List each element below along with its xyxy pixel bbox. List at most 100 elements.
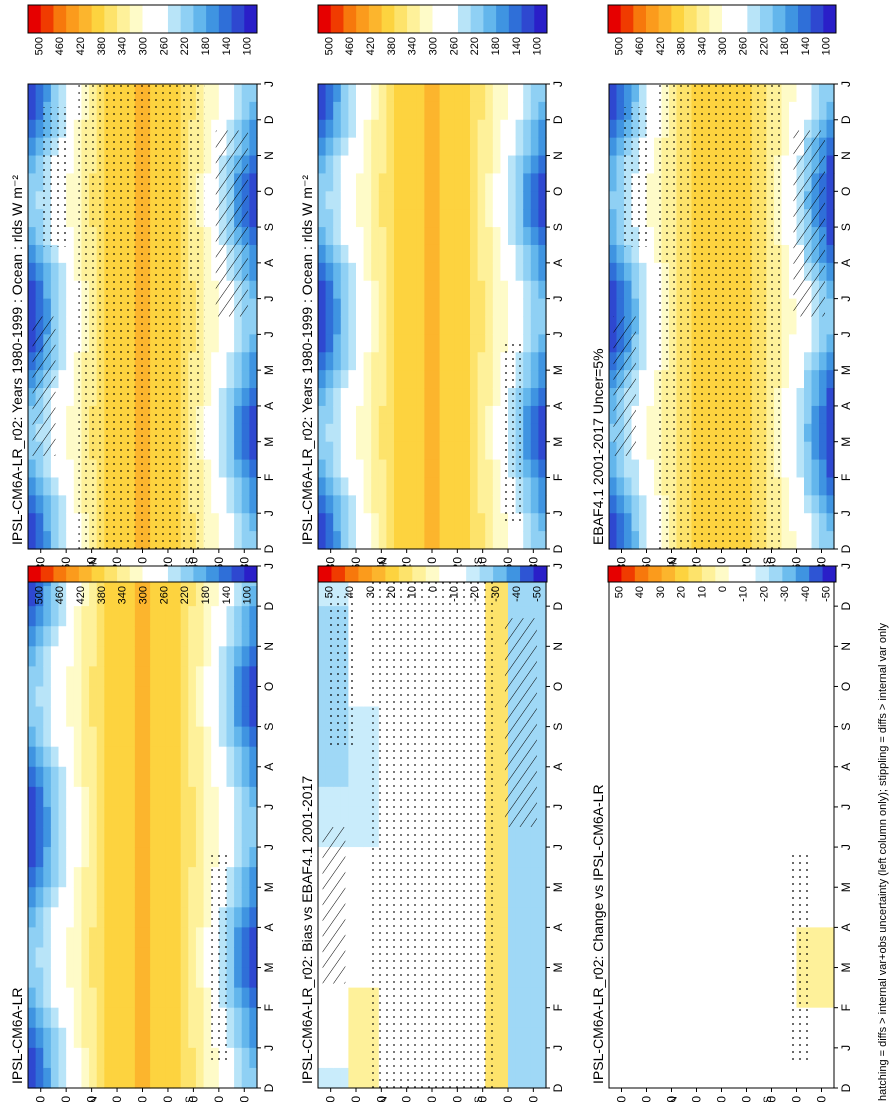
- heat-cell: [96, 746, 105, 768]
- heat-cell: [318, 137, 327, 157]
- heat-cell: [492, 766, 501, 788]
- heat-cell: [241, 495, 250, 514]
- heat-cell: [89, 1027, 98, 1049]
- heat-cell: [804, 388, 813, 407]
- heat-cell: [340, 1007, 349, 1029]
- heat-cell: [646, 987, 655, 1009]
- month-tick-label: D: [839, 544, 853, 553]
- heat-cell: [624, 847, 633, 868]
- heat-cell: [66, 370, 75, 389]
- heat-cell: [119, 847, 128, 868]
- heat-cell: [492, 298, 501, 318]
- heat-cell: [530, 586, 539, 607]
- heat-cell: [165, 746, 174, 768]
- heat-cell: [766, 887, 775, 908]
- heat-cell: [165, 987, 174, 1009]
- heat-cell: [203, 947, 212, 969]
- heat-cell: [676, 1027, 685, 1049]
- heat-cell: [646, 967, 655, 989]
- heat-cell: [669, 967, 678, 989]
- heat-cell: [180, 806, 189, 828]
- heat-cell: [684, 746, 693, 768]
- heat-cell: [234, 1047, 243, 1069]
- heat-cell: [409, 405, 418, 425]
- heat-cell: [538, 155, 547, 175]
- heat-cell: [35, 1047, 44, 1069]
- heat-cell: [523, 1027, 532, 1049]
- heat-cell: [241, 334, 250, 353]
- heat-cell: [363, 947, 372, 969]
- heat-cell: [348, 191, 357, 210]
- heat-cell: [249, 316, 258, 335]
- heat-cell: [249, 626, 258, 647]
- heat-cell: [530, 388, 539, 407]
- heat-cell: [226, 388, 235, 407]
- heat-cell: [386, 388, 395, 407]
- heat-cell: [530, 495, 539, 514]
- heat-cell: [203, 606, 212, 627]
- heat-cell: [150, 706, 159, 728]
- heat-cell: [363, 927, 372, 949]
- heat-cell: [500, 666, 509, 688]
- heat-cell: [203, 388, 212, 407]
- heat-cell: [333, 1067, 342, 1089]
- heat-cell: [35, 1007, 44, 1029]
- heat-cell: [249, 927, 258, 949]
- heat-cell: [81, 867, 90, 888]
- heat-cell: [66, 244, 75, 264]
- heat-cell: [325, 352, 334, 371]
- heat-cell: [759, 706, 768, 728]
- heat-cell: [462, 441, 471, 461]
- colorbar-swatch: [760, 5, 774, 33]
- heat-cell: [318, 626, 327, 647]
- heat-cell: [226, 477, 235, 496]
- heat-cell: [654, 262, 663, 282]
- heat-cell: [661, 827, 670, 848]
- heat-cell: [454, 316, 463, 335]
- heat-cell: [66, 495, 75, 514]
- heat-cell: [150, 646, 159, 667]
- heat-cell: [119, 827, 128, 848]
- heat-cell: [188, 626, 197, 647]
- heat-cell: [226, 686, 235, 708]
- heat-cell: [66, 626, 75, 647]
- heat-cell: [96, 606, 105, 627]
- heat-cell: [631, 887, 640, 908]
- heat-cell: [318, 766, 327, 788]
- heat-cell: [218, 531, 228, 550]
- heat-cell: [234, 513, 243, 532]
- heat-cell: [195, 806, 205, 828]
- heat-cell: [325, 370, 334, 389]
- heat-cell: [241, 405, 250, 425]
- colorbar-frame: [317, 565, 548, 583]
- heat-cell: [609, 262, 618, 282]
- heat-cell: [781, 1027, 790, 1049]
- heat-cell: [73, 867, 83, 888]
- heat-cell: [195, 746, 205, 768]
- heat-cell: [492, 806, 501, 828]
- heat-cell: [66, 927, 75, 949]
- heat-cell: [676, 867, 685, 888]
- heat-cell: [639, 459, 648, 479]
- heat-cell: [616, 459, 625, 479]
- heat-cell: [203, 495, 212, 514]
- heat-cell: [96, 626, 105, 647]
- heat-cell: [447, 244, 456, 264]
- heat-cell: [104, 806, 113, 828]
- heat-cell: [43, 766, 52, 788]
- heat-cell: [371, 173, 380, 192]
- heat-cell: [89, 806, 98, 828]
- heat-cell: [348, 280, 357, 300]
- heat-cell: [646, 947, 655, 969]
- heat-cell: [416, 370, 425, 389]
- heat-cell: [721, 847, 730, 868]
- heat-cell: [401, 209, 410, 228]
- heat-cell: [165, 1067, 174, 1089]
- heat-cell: [538, 191, 547, 210]
- heat-cell: [477, 459, 486, 479]
- heat-cell: [508, 209, 517, 228]
- heat-cell: [340, 137, 349, 157]
- heat-cell: [781, 441, 790, 461]
- heat-cell: [73, 405, 83, 425]
- heat-cell: [538, 173, 547, 192]
